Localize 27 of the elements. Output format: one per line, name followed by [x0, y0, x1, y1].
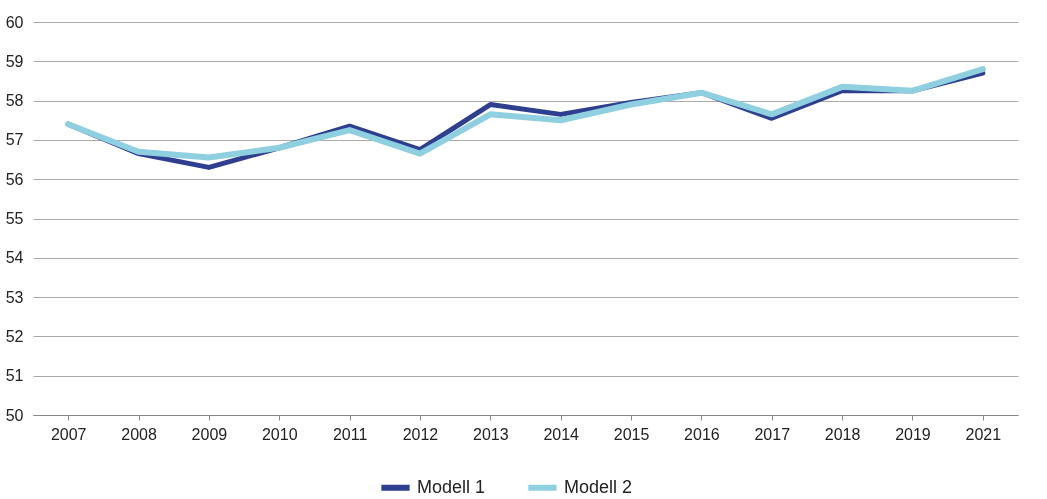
- x-tick-label: 2015: [613, 425, 650, 443]
- x-tick-label: 2016: [684, 425, 720, 443]
- y-tick-label: 54: [5, 249, 24, 267]
- y-tick-label: 58: [5, 92, 24, 110]
- y-tick-label: 50: [5, 406, 24, 424]
- x-tick-label: 2021: [965, 425, 1002, 443]
- y-tick-label: 56: [5, 170, 24, 188]
- x-tick-label: 2010: [261, 425, 298, 443]
- y-tick-label: 53: [5, 288, 24, 306]
- x-tick-label: 2018: [824, 425, 861, 443]
- x-tick-label: 2019: [895, 425, 931, 443]
- x-tick-label: 2013: [473, 425, 509, 443]
- legend-label: Modell 1: [417, 476, 486, 497]
- x-tick-label: 2009: [191, 425, 228, 443]
- y-tick-label: 60: [5, 13, 24, 31]
- x-tick-label: 2007: [50, 425, 87, 443]
- y-tick-label: 55: [5, 210, 24, 227]
- y-tick-label: 59: [5, 52, 24, 70]
- y-tick-label: 52: [5, 327, 24, 345]
- y-tick-label: 51: [5, 367, 24, 385]
- x-tick-label: 2017: [754, 425, 791, 443]
- x-tick-label: 2011: [332, 425, 368, 443]
- x-tick-label: 2012: [402, 425, 439, 443]
- x-tick-label: 2014: [543, 425, 580, 443]
- legend-label: Modell 2: [564, 476, 633, 497]
- x-tick-label: 2008: [121, 425, 157, 443]
- y-tick-label: 57: [5, 131, 24, 149]
